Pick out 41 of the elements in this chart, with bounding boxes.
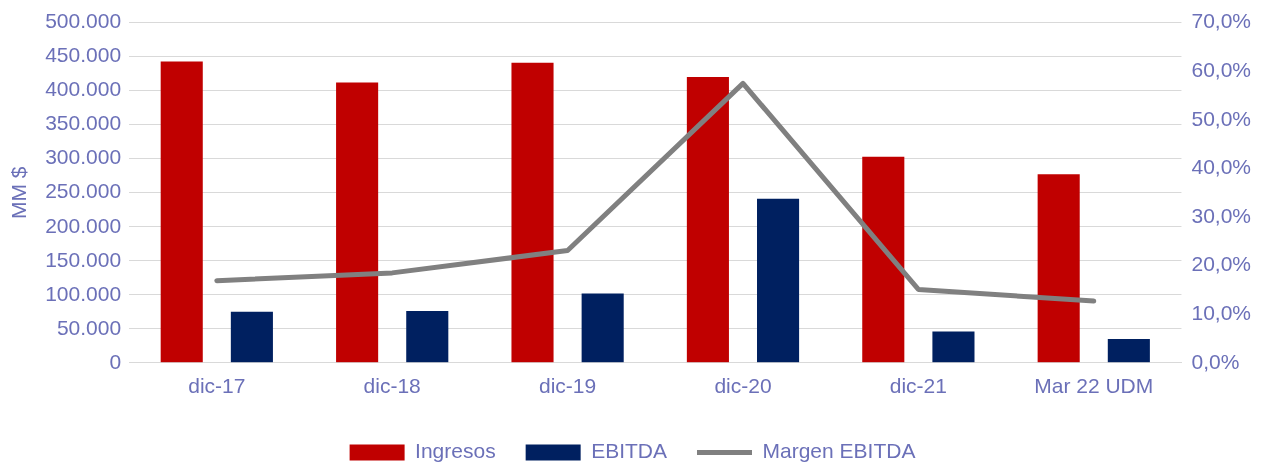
y2-tick-label: 50,0%	[1191, 106, 1251, 130]
y-tick-label: 450.000	[45, 43, 122, 67]
legend-label: EBITDA	[591, 439, 668, 463]
y-tick-label: 0	[109, 349, 122, 373]
bar	[932, 331, 975, 363]
y-tick-label: 300.000	[45, 145, 122, 169]
y-tick-label: 150.000	[45, 247, 122, 271]
y-axis-title: MM $	[7, 166, 31, 219]
y-tick-label: 400.000	[45, 77, 122, 101]
x-tick-label: dic-19	[538, 374, 597, 398]
y-tick-label: 50.000	[56, 315, 122, 339]
x-tick-label: dic-17	[188, 374, 246, 398]
y2-tick-label: 30,0%	[1191, 203, 1251, 227]
bar	[1107, 338, 1150, 363]
y2-tick-label: 70,0%	[1191, 9, 1251, 33]
bar	[336, 82, 379, 363]
bar	[406, 311, 449, 363]
y-tick-label: 500.000	[45, 9, 122, 33]
bar	[511, 62, 554, 363]
bar	[686, 77, 729, 363]
y-tick-label: 250.000	[45, 179, 122, 203]
y-tick-label: 350.000	[45, 111, 122, 135]
bar	[230, 311, 273, 363]
legend-label: Ingresos	[415, 439, 496, 463]
y-tick-label: 200.000	[45, 213, 122, 237]
y2-tick-label: 0,0%	[1191, 349, 1240, 373]
bar	[1037, 174, 1080, 363]
y2-tick-label: 20,0%	[1191, 252, 1251, 276]
bar	[757, 198, 800, 363]
bar	[160, 61, 203, 363]
x-tick-label: dic-18	[363, 374, 421, 398]
x-tick-label: dic-20	[714, 374, 772, 398]
x-tick-label: Mar 22 UDM	[1034, 374, 1154, 398]
y-tick-label: 100.000	[45, 281, 122, 305]
legend-label: Margen EBITDA	[762, 439, 916, 463]
bar	[862, 156, 905, 363]
y2-tick-label: 40,0%	[1191, 155, 1251, 179]
bar	[581, 293, 624, 363]
y2-tick-label: 10,0%	[1191, 301, 1251, 324]
x-tick-label: dic-21	[889, 374, 947, 398]
y2-tick-label: 60,0%	[1191, 58, 1251, 81]
